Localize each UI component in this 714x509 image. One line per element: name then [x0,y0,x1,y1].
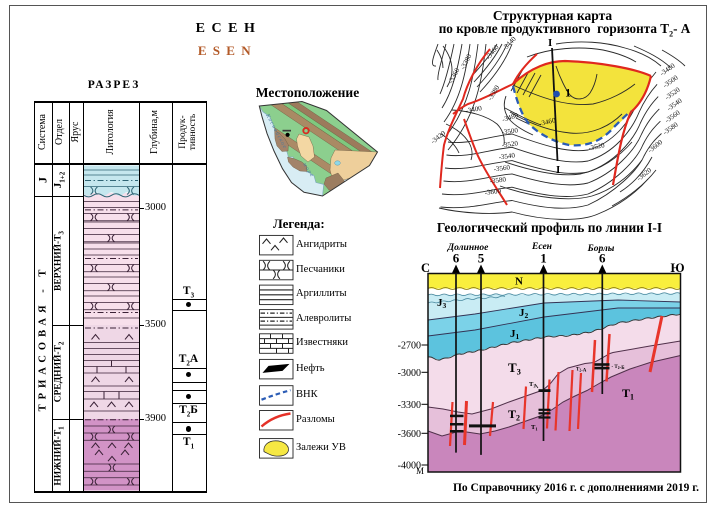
svg-text:Борлы: Борлы [587,244,615,254]
svg-text:J2: J2 [519,307,529,320]
svg-text:6: 6 [599,251,606,266]
svg-text:-2700: -2700 [398,341,421,352]
svg-text:-3540: -3540 [498,151,516,161]
svg-text:1: 1 [565,86,571,100]
svg-text:-3400: -3400 [465,104,483,115]
svg-text:Т3: Т3 [529,381,536,389]
svg-text:J3: J3 [437,297,447,310]
svg-text:Т2-А: Т2-А [576,368,587,374]
svg-text:1: 1 [540,251,547,266]
svg-text:5: 5 [478,251,485,266]
svg-text:-4000: -4000 [398,461,421,472]
svg-text:С: С [421,261,430,275]
svg-text:J1: J1 [510,328,520,341]
svg-text:N: N [515,276,523,288]
svg-text:-3600: -3600 [484,187,502,197]
svg-text:-3580: -3580 [489,175,507,185]
svg-text:- Т2-Б: - Т2-Б [612,365,626,371]
svg-text:-3520: -3520 [501,139,519,149]
svg-text:I: I [548,37,552,49]
svg-text:-3000: -3000 [398,368,421,379]
svg-text:М: М [416,466,424,476]
svg-text:I: I [556,164,560,176]
svg-text:-3500: -3500 [501,126,519,136]
svg-text:-3600: -3600 [398,429,421,440]
svg-text:-3300: -3300 [398,400,421,411]
svg-text:-3520: -3520 [588,141,606,152]
svg-text:Ю: Ю [671,261,685,275]
svg-text:-3560: -3560 [493,163,511,173]
svg-text:6: 6 [453,251,460,266]
svg-text:Долинное: Долинное [447,243,489,253]
svg-text:Есен: Есен [531,242,552,252]
svg-text:-3460: -3460 [539,116,557,128]
svg-text:Т1: Т1 [531,424,538,432]
